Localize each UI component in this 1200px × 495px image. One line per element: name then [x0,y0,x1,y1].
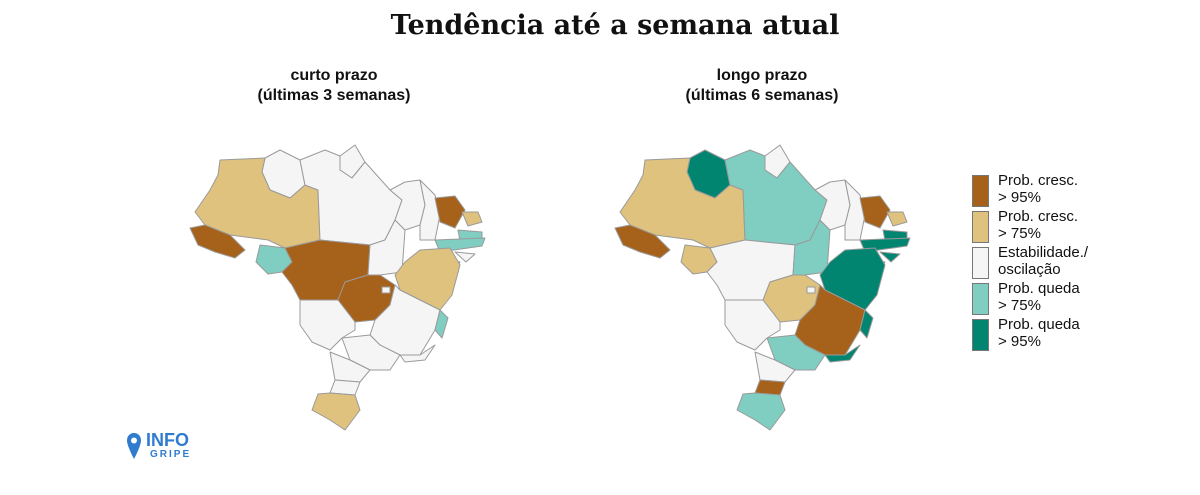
map-pin-icon [127,433,141,459]
legend-label-line2: > 75% [998,297,1041,314]
state-ba [819,247,886,311]
legend-swatch [972,175,989,207]
state-ce [859,195,891,229]
legend-label-line1: Prob. queda [998,280,1080,297]
state-ba [394,247,461,311]
state-ms [724,299,781,351]
legend-item: Estabilidade./oscilação [970,242,1140,279]
state-rs [736,392,786,431]
state-rj [824,344,861,363]
page-title: Tendência até a semana atual [390,10,840,41]
legend-label-line1: Estabilidade./ [998,244,1089,261]
state-df [806,286,816,294]
map-title-line1: longo prazo [716,67,808,84]
state-pr [754,351,796,383]
legend-item: Prob. queda > 75% [970,278,1140,315]
logo-word: INFO [146,430,189,450]
legend-label-line2: > 75% [998,225,1041,242]
state-ac [614,224,671,259]
state-df [381,286,391,294]
logo-subword: GRIPE [150,449,192,460]
state-rj [399,344,436,363]
state-rs [311,392,361,431]
legend-label-line2: > 95% [998,189,1041,206]
legend-item: Prob. queda > 95% [970,314,1140,351]
state-es [434,309,449,339]
map-title-line2: (últimas 3 semanas) [257,87,411,104]
state-al [454,251,476,263]
state-es [859,309,874,339]
legend-label-line2: oscilação [998,261,1061,278]
state-al [879,251,901,263]
legend-label-line1: Prob. queda [998,316,1080,333]
legend-item: Prob. cresc. > 75% [970,206,1140,243]
state-ac [189,224,246,259]
state-ce [434,195,466,229]
legend-label-line1: Prob. cresc. [998,208,1079,225]
state-pr [329,351,371,383]
state-ms [299,299,356,351]
state-rn [461,211,483,227]
legend-item: Prob. cresc. > 95% [970,170,1140,207]
map-title-short-term: curto prazo (últimas 3 semanas) [184,66,484,106]
legend-label-line2: > 95% [998,333,1041,350]
legend-label-line1: Prob. cresc. [998,172,1079,189]
state-rn [886,211,908,227]
map-title-line1: curto prazo [290,67,378,84]
state-sc [754,379,786,396]
legend-swatch [972,319,989,351]
legend-swatch [972,211,989,243]
states-group [614,144,911,431]
legend-swatch [972,247,989,279]
legend-swatch [972,283,989,315]
map-title-long-term: longo prazo (últimas 6 semanas) [612,66,912,106]
states-group [189,144,486,431]
map-title-line2: (últimas 6 semanas) [685,87,839,104]
legend: Prob. cresc. > 95% Prob. cresc. > 75% Esta… [970,170,1140,351]
infogripe-logo: INFO GRIPE [126,430,206,464]
